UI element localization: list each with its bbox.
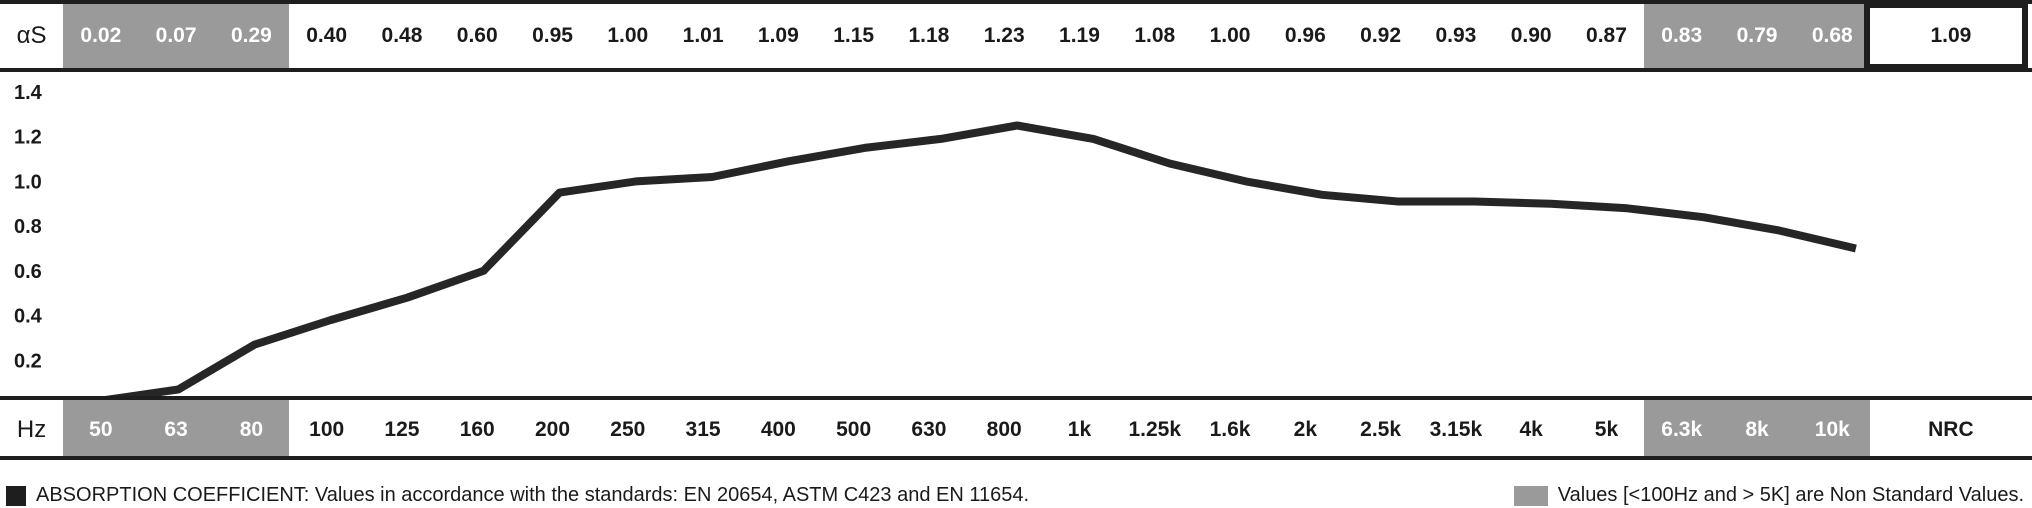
absorption-value-6.3k: 0.83	[1644, 4, 1720, 68]
frequency-label-2k: 2k	[1293, 418, 1317, 441]
y-tick-label: 1.0	[14, 171, 42, 193]
hz-label: Hz	[16, 416, 47, 443]
absorption-value-630: 1.18	[908, 24, 950, 47]
frequency-label-160: 160	[459, 418, 495, 441]
bottom-rule	[0, 456, 2032, 460]
alpha-s-label: αS	[16, 22, 47, 49]
footer-note-absorption: ABSORPTION COEFFICIENT: Values in accord…	[6, 484, 1029, 507]
frequency-label-400: 400	[760, 418, 796, 441]
footer-left-text: ABSORPTION COEFFICIENT: Values in accord…	[36, 484, 1030, 506]
frequency-label-200: 200	[534, 418, 571, 441]
absorption-value-400: 1.09	[757, 24, 799, 47]
y-tick-label: 0.8	[14, 216, 42, 238]
frequency-label-1k: 1k	[1067, 418, 1092, 441]
frequency-label-800: 800	[986, 418, 1022, 441]
y-tick-label: 1.4	[14, 82, 43, 104]
y-tick-label: 0.2	[14, 350, 42, 372]
frequency-label-100: 100	[309, 418, 345, 441]
absorption-value-800: 1.23	[983, 24, 1025, 47]
absorption-value-160: 0.60	[456, 24, 498, 47]
absorption-value-3.15k: 0.93	[1435, 24, 1477, 47]
frequency-label-50: 50	[63, 400, 139, 460]
nrc-label: NRC	[1928, 418, 1974, 441]
nrc-value-box	[1864, 2, 2028, 70]
footer-note-nonstandard: Values [<100Hz and > 5K] are Non Standar…	[1513, 484, 2024, 507]
frequency-label-3.15k: 3.15k	[1429, 418, 1483, 441]
frequency-label-5k: 5k	[1594, 418, 1619, 441]
footer-right-text: Values [<100Hz and > 5K] are Non Standar…	[1557, 484, 2024, 506]
y-axis-ticks: 0.2 0.4 0.6 0.8 1.0 1.2 1.4	[14, 82, 43, 372]
frequency-label-6.3k: 6.3k	[1644, 400, 1720, 460]
frequency-label-2.5k: 2.5k	[1360, 418, 1402, 441]
frequency-label-4k: 4k	[1519, 418, 1543, 441]
frequency-label-630: 630	[911, 418, 947, 441]
absorption-value-200: 0.95	[532, 24, 573, 47]
absorption-chart: 0.2 0.4 0.6 0.8 1.0 1.2 1.4	[14, 82, 1857, 400]
bottom-row-top-rule	[0, 396, 2032, 400]
top-rule	[0, 0, 2032, 4]
frequency-label-8k: 8k	[1719, 400, 1795, 460]
absorption-value-80: 0.29	[213, 4, 290, 68]
absorption-value-100: 0.40	[306, 24, 348, 47]
absorption-value-1.25k: 1.08	[1134, 24, 1176, 47]
absorption-value-250: 1.00	[607, 24, 649, 47]
frequency-label-1.25k: 1.25k	[1128, 418, 1182, 441]
frequency-label-10k: 10k	[1794, 400, 1870, 460]
absorption-value-315: 1.01	[682, 24, 724, 47]
absorption-value-5k: 0.87	[1586, 24, 1627, 47]
absorption-curve	[101, 121, 1857, 400]
absorption-value-1.6k: 1.00	[1209, 24, 1251, 47]
y-tick-label: 0.4	[14, 306, 43, 328]
top-row-bottom-rule	[0, 68, 2032, 72]
absorption-value-10k: 0.68	[1794, 4, 1870, 68]
absorption-value-500: 1.15	[833, 24, 875, 47]
absorption-value-50: 0.02	[63, 4, 139, 68]
frequency-label-80: 80	[213, 400, 290, 460]
absorption-value-8k: 0.79	[1719, 4, 1795, 68]
absorption-value-1k: 1.19	[1059, 24, 1100, 47]
gray-square-icon	[1513, 485, 1548, 506]
black-square-icon	[6, 485, 26, 506]
frequency-row: Hz 50 63 80 100 125 160 200 250 315 400 500 630 800 1k…	[0, 400, 2032, 460]
absorption-values-row: αS 0.02 0.07 0.29 0.40 0.48 0.60 0.95 1.00 1.01 1.…	[0, 4, 2032, 68]
absorption-value-2k: 0.96	[1284, 24, 1326, 47]
frequency-label-63: 63	[138, 400, 214, 460]
absorption-value-63: 0.07	[138, 4, 214, 68]
frequency-label-1.6k: 1.6k	[1209, 418, 1251, 441]
frequency-label-125: 125	[384, 418, 420, 441]
nrc-value: 1.09	[1930, 24, 1972, 47]
frequency-label-500: 500	[836, 418, 872, 441]
absorption-value-2.5k: 0.92	[1360, 24, 1402, 47]
absorption-value-125: 0.48	[381, 24, 423, 47]
y-tick-label: 0.6	[14, 261, 42, 283]
absorption-value-4k: 0.90	[1510, 24, 1552, 47]
y-tick-label: 1.2	[14, 127, 42, 149]
frequency-label-315: 315	[685, 418, 721, 441]
frequency-label-250: 250	[610, 418, 646, 441]
